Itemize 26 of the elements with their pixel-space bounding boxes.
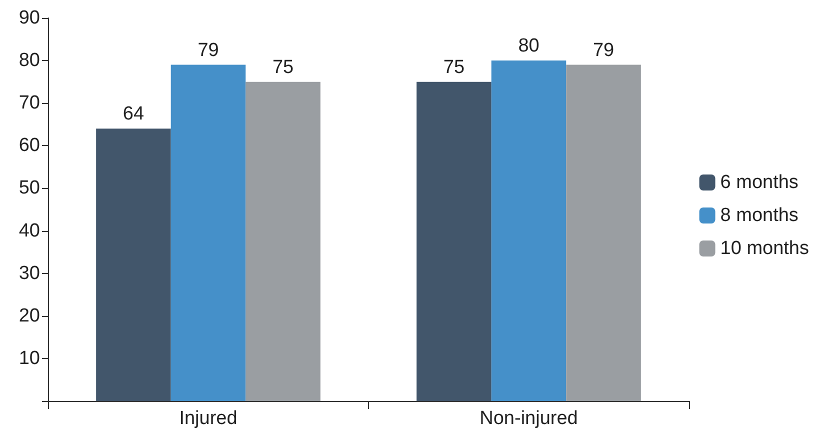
y-tick-label: 80 xyxy=(18,50,40,72)
data-label: 64 xyxy=(122,104,144,125)
bar xyxy=(96,128,171,401)
data-label: 75 xyxy=(443,56,465,78)
data-label: 79 xyxy=(198,40,219,61)
data-label: 79 xyxy=(592,40,614,61)
bar xyxy=(170,64,246,401)
y-tick-label: 30 xyxy=(18,262,40,284)
x-tick-label: Injured xyxy=(179,408,238,429)
y-tick-label: 10 xyxy=(18,348,40,369)
legend-label: 8 months xyxy=(720,205,798,226)
data-label: 80 xyxy=(518,36,540,57)
legend-label: 10 months xyxy=(720,238,810,259)
bar xyxy=(416,82,492,401)
data-label: 75 xyxy=(272,56,294,78)
y-tick-label: 60 xyxy=(18,135,40,156)
y-tick-label: 50 xyxy=(18,178,40,199)
bar xyxy=(491,60,566,401)
bar xyxy=(566,64,641,401)
y-tick-label: 90 xyxy=(18,8,40,28)
y-tick-label: 40 xyxy=(18,220,40,242)
y-tick-label: 70 xyxy=(18,92,40,114)
bar xyxy=(246,82,320,401)
x-tick-label: Non-injured xyxy=(480,408,578,429)
y-tick-label: 20 xyxy=(18,305,40,326)
legend-label: 6 months xyxy=(720,172,798,193)
